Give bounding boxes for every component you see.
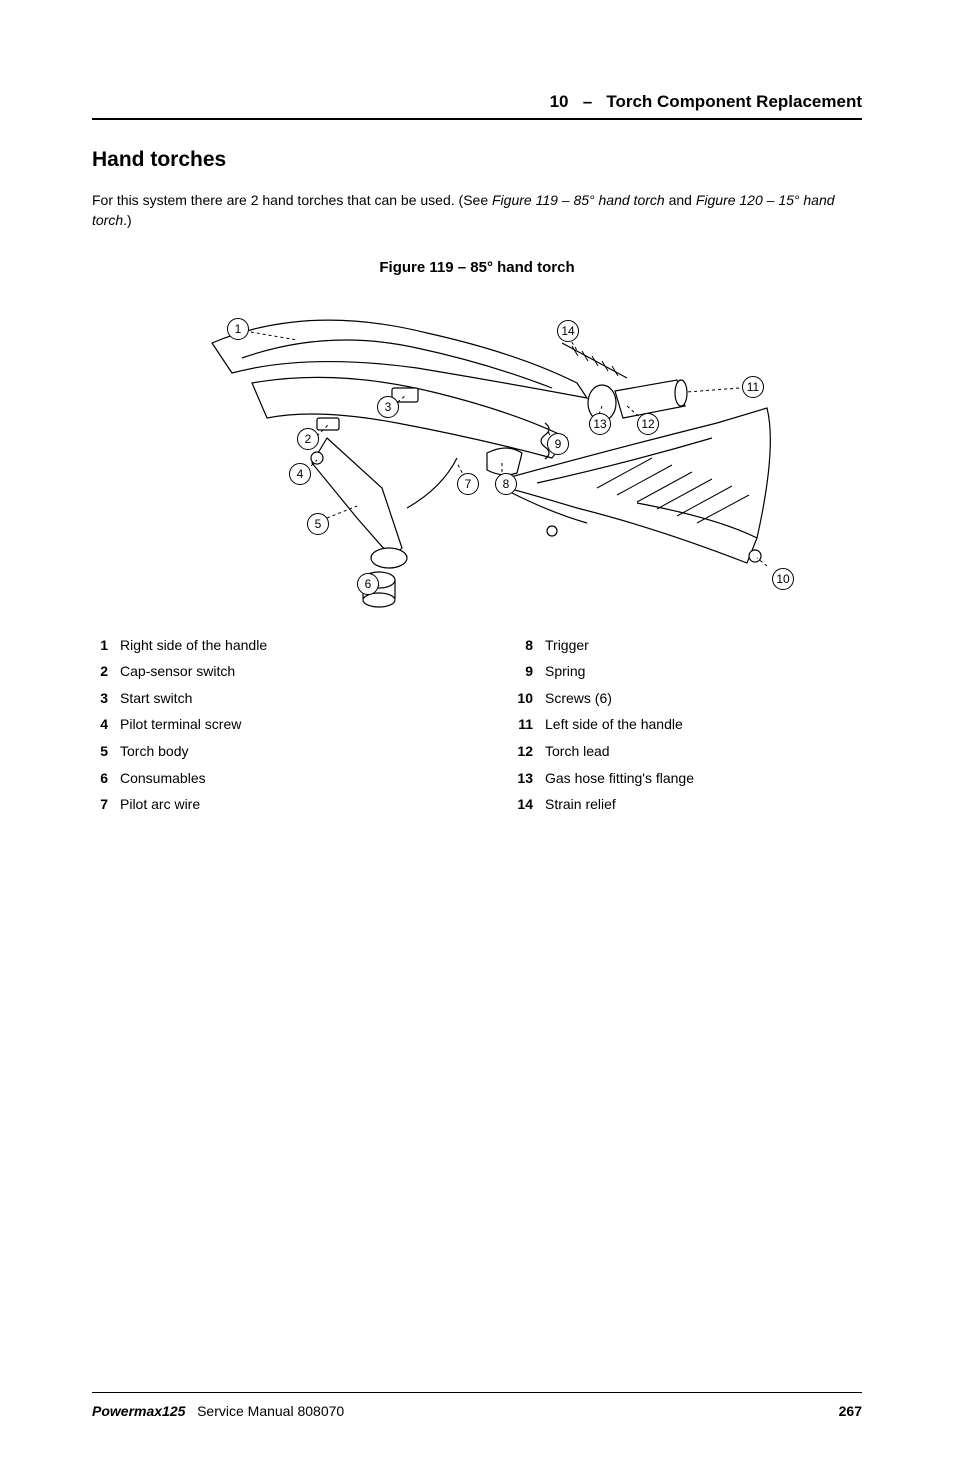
legend-num: 11 (517, 711, 545, 738)
legend-row: 8Trigger (517, 632, 862, 659)
page-footer: Powermax125 Service Manual 808070 267 (92, 1392, 862, 1419)
page: 10 – Torch Component Replacement Hand to… (0, 0, 954, 1475)
legend-num: 14 (517, 791, 545, 818)
figure-wrap: 1 2 3 4 5 6 7 8 9 10 11 12 13 14 (92, 288, 862, 608)
legend-row: 12Torch lead (517, 738, 862, 765)
legend-row: 5Torch body (92, 738, 437, 765)
dash-char: – (583, 92, 592, 111)
legend-row: 6Consumables (92, 765, 437, 792)
callout-4: 4 (289, 463, 311, 485)
legend-row: 9Spring (517, 658, 862, 685)
torch-diagram-svg (157, 288, 797, 608)
legend-label: Torch body (120, 738, 437, 765)
legend-num: 1 (92, 632, 120, 659)
section-header-text: 10 – Torch Component Replacement (92, 92, 862, 112)
legend-label: Consumables (120, 765, 437, 792)
legend-num: 3 (92, 685, 120, 712)
legend-row: 3Start switch (92, 685, 437, 712)
section-header: 10 – Torch Component Replacement (92, 92, 862, 120)
callout-10: 10 (772, 568, 794, 590)
callout-8: 8 (495, 473, 517, 495)
footer-left: Powermax125 Service Manual 808070 (92, 1403, 344, 1419)
callout-11: 11 (742, 376, 764, 398)
legend-col-left: 1Right side of the handle 2Cap-sensor sw… (92, 632, 437, 818)
figure: 1 2 3 4 5 6 7 8 9 10 11 12 13 14 (157, 288, 797, 608)
legend-label: Spring (545, 658, 862, 685)
footer-doc-text: Service Manual 808070 (197, 1403, 344, 1419)
legend-col-right: 8Trigger 9Spring 10Screws (6) 11Left sid… (517, 632, 862, 818)
legend-label: Torch lead (545, 738, 862, 765)
intro-prefix: For this system there are 2 hand torches… (92, 192, 492, 208)
legend-num: 4 (92, 711, 120, 738)
legend-row: 11Left side of the handle (517, 711, 862, 738)
legend-num: 7 (92, 791, 120, 818)
intro-suffix: .) (123, 212, 132, 228)
legend-num: 13 (517, 765, 545, 792)
legend-row: 10Screws (6) (517, 685, 862, 712)
section-number: 10 (550, 92, 569, 111)
legend-label: Screws (6) (545, 685, 862, 712)
callout-6: 6 (357, 573, 379, 595)
callout-2: 2 (297, 428, 319, 450)
callout-13: 13 (589, 413, 611, 435)
legend: 1Right side of the handle 2Cap-sensor sw… (92, 632, 862, 818)
section-title: Torch Component Replacement (606, 92, 862, 111)
callout-3: 3 (377, 396, 399, 418)
legend-label: Start switch (120, 685, 437, 712)
legend-label: Gas hose fitting's flange (545, 765, 862, 792)
callout-12: 12 (637, 413, 659, 435)
footer-product: Powermax125 (92, 1403, 185, 1419)
legend-num: 6 (92, 765, 120, 792)
legend-num: 9 (517, 658, 545, 685)
footer-doc (189, 1403, 197, 1419)
legend-label: Pilot terminal screw (120, 711, 437, 738)
legend-row: 1Right side of the handle (92, 632, 437, 659)
section-dash (573, 92, 582, 111)
legend-label: Cap-sensor switch (120, 658, 437, 685)
figure-caption: Figure 119 – 85° hand torch (92, 259, 862, 276)
spacer (592, 92, 601, 111)
page-heading: Hand torches (92, 148, 862, 172)
legend-row: 4Pilot terminal screw (92, 711, 437, 738)
legend-num: 5 (92, 738, 120, 765)
footer-page-number: 267 (839, 1403, 862, 1419)
legend-num: 10 (517, 685, 545, 712)
legend-label: Left side of the handle (545, 711, 862, 738)
legend-label: Strain relief (545, 791, 862, 818)
legend-label: Right side of the handle (120, 632, 437, 659)
legend-num: 8 (517, 632, 545, 659)
legend-row: 7Pilot arc wire (92, 791, 437, 818)
callout-14: 14 (557, 320, 579, 342)
callout-1: 1 (227, 318, 249, 340)
legend-row: 2Cap-sensor switch (92, 658, 437, 685)
legend-row: 14Strain relief (517, 791, 862, 818)
legend-label: Pilot arc wire (120, 791, 437, 818)
legend-num: 2 (92, 658, 120, 685)
legend-row: 13Gas hose fitting's flange (517, 765, 862, 792)
intro-ref1: Figure 119 – 85° hand torch (492, 192, 665, 208)
callout-7: 7 (457, 473, 479, 495)
intro-paragraph: For this system there are 2 hand torches… (92, 190, 862, 231)
intro-mid: and (665, 192, 696, 208)
legend-label: Trigger (545, 632, 862, 659)
callout-9: 9 (547, 433, 569, 455)
legend-num: 12 (517, 738, 545, 765)
callout-5: 5 (307, 513, 329, 535)
